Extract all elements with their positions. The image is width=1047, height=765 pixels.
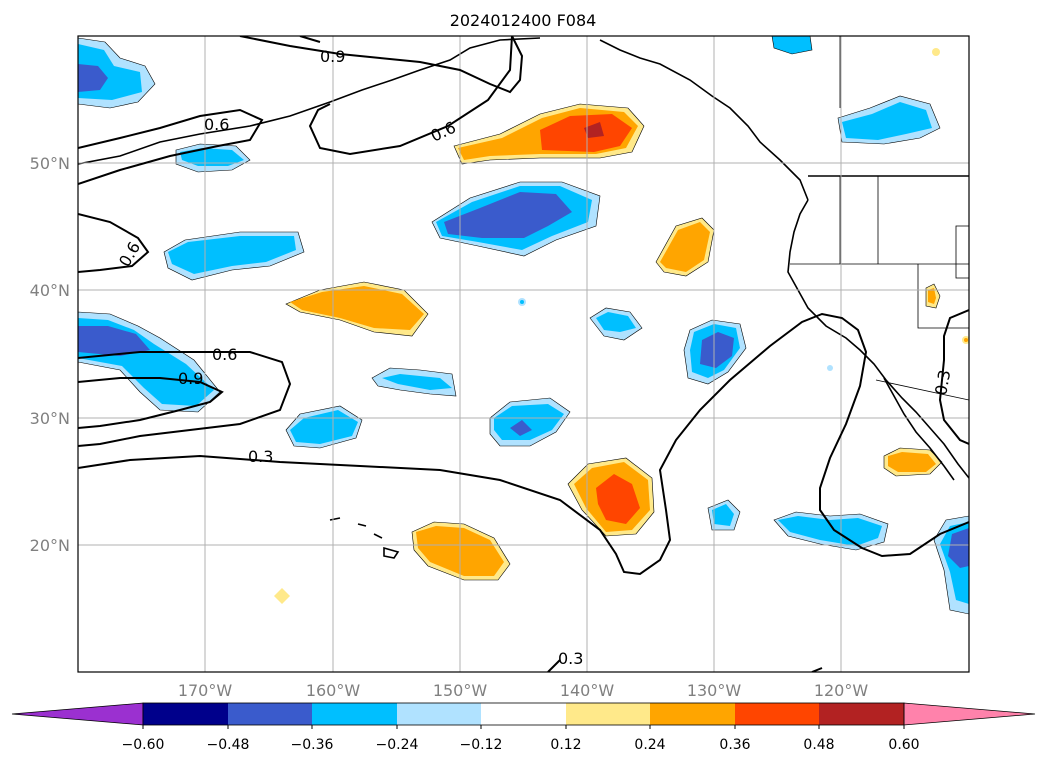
colorbar-segment xyxy=(228,703,312,725)
contour-label: 0.3 xyxy=(931,368,954,396)
colorbar-ticks: −0.60 −0.48 −0.36 −0.24 −0.12 0.12 0.24 … xyxy=(122,737,920,753)
borders xyxy=(790,36,969,401)
contour-label: 0.3 xyxy=(248,447,273,466)
warm-region xyxy=(964,338,968,342)
contour-label: 0.6 xyxy=(204,115,229,134)
colorbar-tick-label: 0.24 xyxy=(634,737,665,753)
colorbar-segment xyxy=(566,703,650,725)
blue-region xyxy=(596,312,636,332)
colorbar-segment xyxy=(650,703,735,725)
colorbar-segment xyxy=(397,703,481,725)
lon-label: 130°W xyxy=(687,681,742,700)
blue-region xyxy=(444,192,572,238)
colorbar-tick-label: −0.12 xyxy=(460,737,503,753)
colorbar-tick-label: −0.60 xyxy=(122,737,165,753)
warm-region xyxy=(660,222,710,272)
colorbar-tick-label: −0.24 xyxy=(376,737,419,753)
blue-region xyxy=(78,326,150,356)
warm-region xyxy=(584,122,604,138)
blue-region xyxy=(168,236,296,274)
warm-region xyxy=(274,588,290,604)
blue-region xyxy=(520,300,524,304)
blue-region xyxy=(700,332,734,368)
colorbar-extend-low xyxy=(11,702,144,726)
lon-labels: 170°W 160°W 150°W 140°W 130°W 120°W xyxy=(178,681,869,700)
lat-label: 50°N xyxy=(30,154,70,173)
colorbar-segment xyxy=(143,703,228,725)
colorbar-tick-label: 0.36 xyxy=(719,737,750,753)
lon-label: 120°W xyxy=(814,681,869,700)
contour-label: 0.3 xyxy=(558,649,583,668)
blue-region xyxy=(948,528,969,568)
lon-label: 170°W xyxy=(178,681,233,700)
blue-region xyxy=(712,504,734,526)
blue-region xyxy=(494,404,564,440)
map-frame xyxy=(77,35,970,673)
warm-region xyxy=(596,474,640,524)
blue-region xyxy=(778,516,882,546)
colorbar-tick-label: 0.48 xyxy=(803,737,834,753)
warm-region xyxy=(888,452,936,472)
gridlines xyxy=(78,36,969,672)
map-panel: 0.9 0.6 0.6 0.6 0.6 0.9 0.3 0.3 0.3 xyxy=(77,35,970,673)
colorbar-tick-label: −0.36 xyxy=(291,737,334,753)
colorbar: −0.60 −0.48 −0.36 −0.24 −0.12 0.12 0.24 … xyxy=(11,702,1036,753)
colorbar-segment xyxy=(819,703,904,725)
colorbar-segment xyxy=(481,703,566,725)
lat-label: 40°N xyxy=(30,281,70,300)
figure-title: 2024012400 F084 xyxy=(450,11,597,30)
blue-region xyxy=(771,36,813,55)
warm-region xyxy=(290,286,424,330)
contour-label: 0.9 xyxy=(178,369,203,388)
colorbar-tickmarks xyxy=(142,725,905,729)
lat-label: 20°N xyxy=(30,536,70,555)
contour-label: 0.6 xyxy=(212,345,237,364)
lat-labels: 50°N 40°N 30°N 20°N xyxy=(30,154,70,555)
lon-label: 160°W xyxy=(306,681,361,700)
warm-region xyxy=(928,288,936,304)
colorbar-extend-high xyxy=(903,702,1036,726)
colorbar-frame xyxy=(142,702,905,726)
contour-lines xyxy=(78,36,969,672)
contour-label: 0.9 xyxy=(320,47,345,66)
lon-label: 140°W xyxy=(560,681,615,700)
blue-region xyxy=(827,365,833,371)
blue-region xyxy=(842,102,932,140)
colorbar-tick-label: −0.48 xyxy=(207,737,250,753)
warm-region xyxy=(932,48,940,56)
shaded-fields xyxy=(78,36,969,615)
colorbar-segment xyxy=(312,703,397,725)
lon-label: 150°W xyxy=(433,681,488,700)
lat-label: 30°N xyxy=(30,409,70,428)
blue-region xyxy=(78,64,108,92)
colorbar-tick-label: 0.60 xyxy=(888,737,919,753)
colorbar-tick-label: 0.12 xyxy=(550,737,581,753)
blue-region xyxy=(382,374,452,390)
blue-region xyxy=(510,420,532,436)
blue-region xyxy=(180,148,244,166)
colorbar-segment xyxy=(735,703,819,725)
